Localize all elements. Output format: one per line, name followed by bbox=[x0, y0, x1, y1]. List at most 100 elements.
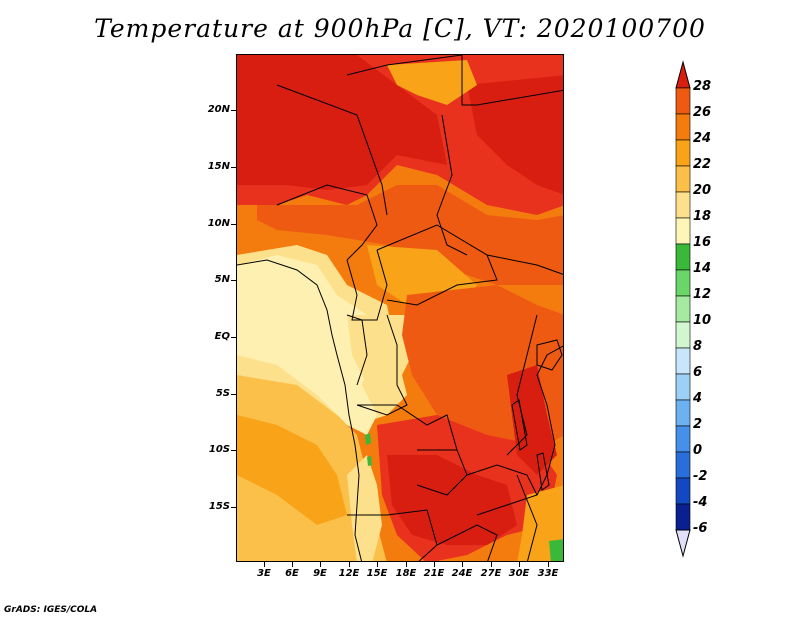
border-south-sudan bbox=[486, 254, 563, 275]
border-drc-east bbox=[506, 314, 538, 456]
x-tick-label: 30E bbox=[508, 568, 530, 579]
colorbar-segment bbox=[675, 87, 691, 115]
x-tick-label: 6E bbox=[285, 568, 299, 579]
border-nigeria bbox=[276, 184, 378, 261]
border-angola-north bbox=[357, 404, 458, 451]
region-northeast-deep-red bbox=[467, 75, 563, 195]
colorbar-bottom-arrow bbox=[675, 529, 691, 558]
colorbar-segment bbox=[675, 269, 691, 297]
x-tick bbox=[462, 562, 463, 567]
x-tick-label: 27E bbox=[480, 568, 502, 579]
colorbar-graphic bbox=[675, 60, 691, 558]
border-namibia bbox=[347, 509, 438, 561]
border-car bbox=[376, 224, 498, 306]
colorbar-segment bbox=[675, 451, 691, 479]
x-tick-label: 15E bbox=[366, 568, 388, 579]
x-tick bbox=[264, 562, 265, 567]
border-niger-chad bbox=[276, 84, 388, 216]
colorbar-segment bbox=[675, 217, 691, 245]
colorbar-level-label: 20 bbox=[693, 183, 712, 198]
y-tick-label: 20N bbox=[207, 104, 230, 115]
region-northwest-deep-red bbox=[237, 55, 447, 190]
lake-tanganyika bbox=[511, 399, 528, 451]
region-namib-pale bbox=[347, 455, 382, 561]
chart-title: Temperature at 900hPa [C], VT: 202010070… bbox=[94, 14, 706, 43]
colorbar-level-label: 8 bbox=[693, 339, 703, 354]
region-north-orange bbox=[387, 60, 477, 105]
region-coastal-green-spot bbox=[365, 433, 371, 445]
x-tick bbox=[349, 562, 350, 567]
country-borders bbox=[237, 55, 563, 561]
colorbar-level-label: 26 bbox=[693, 105, 712, 120]
colorbar-segment bbox=[675, 321, 691, 349]
x-tick-label: 12E bbox=[338, 568, 360, 579]
y-tick bbox=[231, 507, 236, 508]
colorbar-top-arrow bbox=[675, 60, 691, 89]
region-coastal-light-yellow bbox=[237, 255, 377, 435]
border-botswana bbox=[436, 524, 498, 561]
y-tick-label: EQ bbox=[214, 331, 230, 342]
border-libya-chad bbox=[461, 55, 563, 106]
colorbar-segment bbox=[675, 191, 691, 219]
colorbar-level-label: 24 bbox=[693, 131, 712, 146]
colorbar-segment bbox=[675, 295, 691, 323]
border-drc-west bbox=[356, 314, 408, 416]
region-sahel-red-orange bbox=[257, 185, 563, 285]
y-tick-label: 10S bbox=[208, 444, 230, 455]
colorbar-segment bbox=[675, 347, 691, 375]
lake-malawi bbox=[536, 452, 550, 491]
border-sahara-north bbox=[346, 55, 463, 76]
colorbar-level-label: 14 bbox=[693, 261, 712, 276]
colorbar-level-label: 0 bbox=[693, 443, 703, 458]
colorbar-segment bbox=[675, 477, 691, 505]
x-tick bbox=[491, 562, 492, 567]
colorbar-segment bbox=[675, 373, 691, 401]
colorbar-level-label: 2 bbox=[693, 417, 703, 432]
y-tick bbox=[231, 394, 236, 395]
border-zambia bbox=[466, 464, 538, 516]
y-tick-label: 15S bbox=[208, 501, 230, 512]
colorbar-level-label: 12 bbox=[693, 287, 712, 302]
x-tick bbox=[548, 562, 549, 567]
region-southwest-light-orange bbox=[237, 415, 347, 525]
y-tick bbox=[231, 110, 236, 111]
x-tick-label: 9E bbox=[313, 568, 327, 579]
y-tick bbox=[231, 337, 236, 338]
colorbar-segment bbox=[675, 243, 691, 271]
colorbar-level-label: -4 bbox=[693, 495, 708, 510]
region-southeast-green bbox=[549, 539, 563, 561]
x-tick bbox=[434, 562, 435, 567]
y-tick bbox=[231, 280, 236, 281]
temperature-map bbox=[237, 55, 563, 561]
x-tick bbox=[377, 562, 378, 567]
colorbar-segment bbox=[675, 425, 691, 453]
x-tick-label: 21E bbox=[423, 568, 445, 579]
x-tick bbox=[519, 562, 520, 567]
colorbar-level-label: -6 bbox=[693, 521, 708, 536]
x-tick-label: 3E bbox=[257, 568, 271, 579]
grads-credit: GrADS: IGES/COLA bbox=[4, 605, 98, 615]
x-tick-label: 33E bbox=[537, 568, 559, 579]
colorbar-segment bbox=[675, 399, 691, 427]
x-tick bbox=[292, 562, 293, 567]
x-tick bbox=[406, 562, 407, 567]
colorbar-segment bbox=[675, 165, 691, 193]
colorbar-segment bbox=[675, 139, 691, 167]
lake-victoria bbox=[536, 339, 563, 371]
y-tick bbox=[231, 224, 236, 225]
border-coastline-west bbox=[237, 259, 363, 561]
x-tick-label: 18E bbox=[395, 568, 417, 579]
y-tick bbox=[231, 450, 236, 451]
y-tick-label: 10N bbox=[207, 218, 230, 229]
colorbar-level-label: 4 bbox=[693, 391, 703, 406]
colorbar-segment bbox=[675, 113, 691, 141]
colorbar-level-label: 10 bbox=[693, 313, 712, 328]
y-tick bbox=[231, 167, 236, 168]
y-tick-label: 15N bbox=[207, 161, 230, 172]
border-mozambique bbox=[516, 474, 538, 561]
colorbar-segment bbox=[675, 503, 691, 531]
colorbar-level-label: 6 bbox=[693, 365, 703, 380]
border-chad-sudan bbox=[436, 114, 468, 256]
colorbar-level-label: -2 bbox=[693, 469, 708, 484]
border-congo-west bbox=[346, 314, 368, 386]
